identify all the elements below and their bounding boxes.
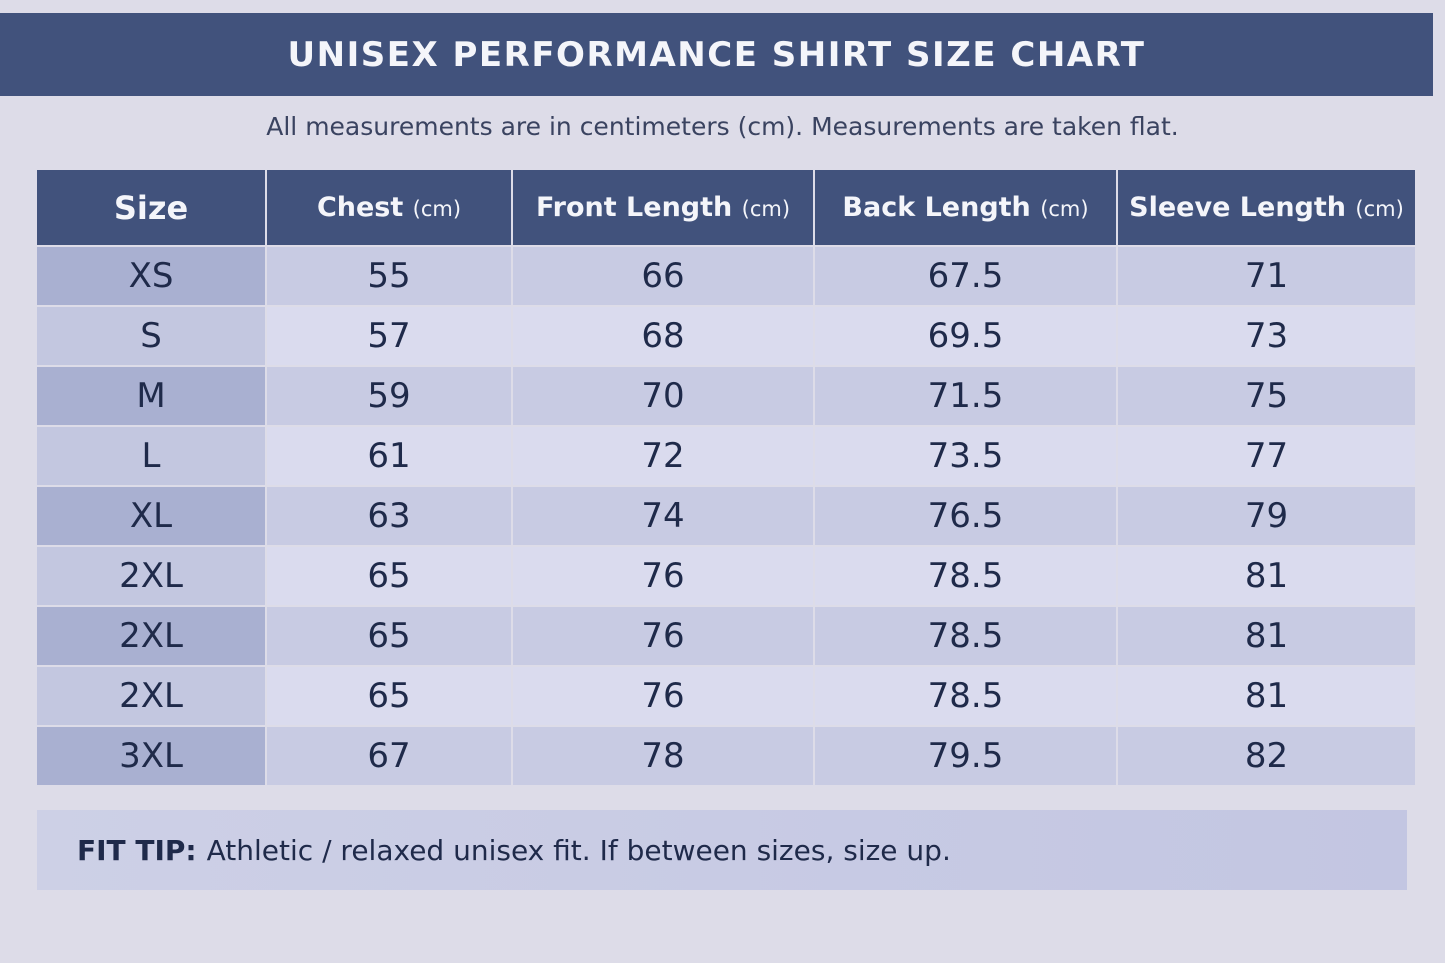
column-header-unit: (cm) (412, 197, 462, 221)
measurement-cell: 76.5 (815, 487, 1116, 545)
column-header-label: Front Length (535, 192, 733, 223)
measurement-cell: 71.5 (815, 367, 1116, 425)
measurement-cell: 66 (513, 247, 813, 305)
measurement-cell: 76 (513, 607, 813, 665)
table-row: M 59 70 71.5 75 (37, 367, 1415, 425)
table-row: XL 63 74 76.5 79 (37, 487, 1415, 545)
measurement-cell: 76 (513, 547, 813, 605)
size-cell: 3XL (37, 727, 265, 785)
title-banner: UNISEX PERFORMANCE SHIRT SIZE CHART (0, 13, 1433, 96)
size-cell: XL (37, 487, 265, 545)
measurement-cell: 68 (513, 307, 813, 365)
measurement-cell: 82 (1118, 727, 1415, 785)
table-row: 2XL 65 76 78.5 81 (37, 667, 1415, 725)
column-header: Back Length (cm) (815, 170, 1116, 245)
measurement-cell: 69.5 (815, 307, 1116, 365)
measurement-cell: 65 (267, 607, 511, 665)
table-row: XS 55 66 67.5 71 (37, 247, 1415, 305)
measurement-cell: 57 (267, 307, 511, 365)
column-header: Size (37, 170, 265, 245)
measurement-cell: 81 (1118, 547, 1415, 605)
measurement-cell: 81 (1118, 667, 1415, 725)
column-header-unit: (cm) (1355, 197, 1404, 221)
column-header: Sleeve Length (cm) (1118, 170, 1415, 245)
table-row: 2XL 65 76 78.5 81 (37, 547, 1415, 605)
column-header-label: Sleeve Length (1129, 192, 1347, 223)
measurement-cell: 72 (513, 427, 813, 485)
measurement-cell: 61 (267, 427, 511, 485)
subtitle: All measurements are in centimeters (cm)… (266, 112, 1179, 141)
column-header-label: Chest (316, 192, 404, 223)
measurement-cell: 67 (267, 727, 511, 785)
measurement-cell: 59 (267, 367, 511, 425)
measurement-cell: 81 (1118, 607, 1415, 665)
size-cell: S (37, 307, 265, 365)
fit-tip-label: FIT TIP: (77, 833, 197, 867)
table-row: L 61 72 73.5 77 (37, 427, 1415, 485)
size-cell: XS (37, 247, 265, 305)
measurement-cell: 65 (267, 667, 511, 725)
measurement-cell: 67.5 (815, 247, 1116, 305)
measurement-cell: 74 (513, 487, 813, 545)
measurement-cell: 78.5 (815, 547, 1116, 605)
measurement-cell: 76 (513, 667, 813, 725)
measurement-cell: 55 (267, 247, 511, 305)
measurement-cell: 63 (267, 487, 511, 545)
measurement-cell: 70 (513, 367, 813, 425)
table-row: 3XL 67 78 79.5 82 (37, 727, 1415, 785)
measurement-cell: 65 (267, 547, 511, 605)
column-header-unit: (cm) (741, 197, 791, 221)
measurement-cell: 79 (1118, 487, 1415, 545)
measurement-cell: 78 (513, 727, 813, 785)
measurement-cell: 73.5 (815, 427, 1116, 485)
size-cell: 2XL (37, 607, 265, 665)
size-cell: 2XL (37, 547, 265, 605)
page-title: UNISEX PERFORMANCE SHIRT SIZE CHART (287, 34, 1146, 75)
measurement-cell: 77 (1118, 427, 1415, 485)
column-header: Chest (cm) (267, 170, 511, 245)
column-header-label: Size (113, 188, 189, 227)
size-cell: M (37, 367, 265, 425)
measurement-cell: 78.5 (815, 607, 1116, 665)
column-header-unit: (cm) (1040, 197, 1089, 221)
size-cell: L (37, 427, 265, 485)
fit-tip: FIT TIP: Athletic / relaxed unisex fit. … (37, 810, 1407, 890)
measurement-cell: 79.5 (815, 727, 1116, 785)
size-cell: 2XL (37, 667, 265, 725)
measurement-cell: 73 (1118, 307, 1415, 365)
column-header: Front Length (cm) (513, 170, 813, 245)
measurement-cell: 78.5 (815, 667, 1116, 725)
fit-tip-text: Athletic / relaxed unisex fit. If betwee… (206, 833, 951, 867)
size-chart-table: Size Chest (cm) Front Length (cm) Back Leng… (35, 168, 1417, 787)
measurement-cell: 75 (1118, 367, 1415, 425)
measurement-cell: 71 (1118, 247, 1415, 305)
header-row: Size Chest (cm) Front Length (cm) Back Leng… (37, 170, 1415, 245)
table-row: 2XL 65 76 78.5 81 (37, 607, 1415, 665)
table-row: S 57 68 69.5 73 (37, 307, 1415, 365)
column-header-label: Back Length (842, 192, 1031, 223)
